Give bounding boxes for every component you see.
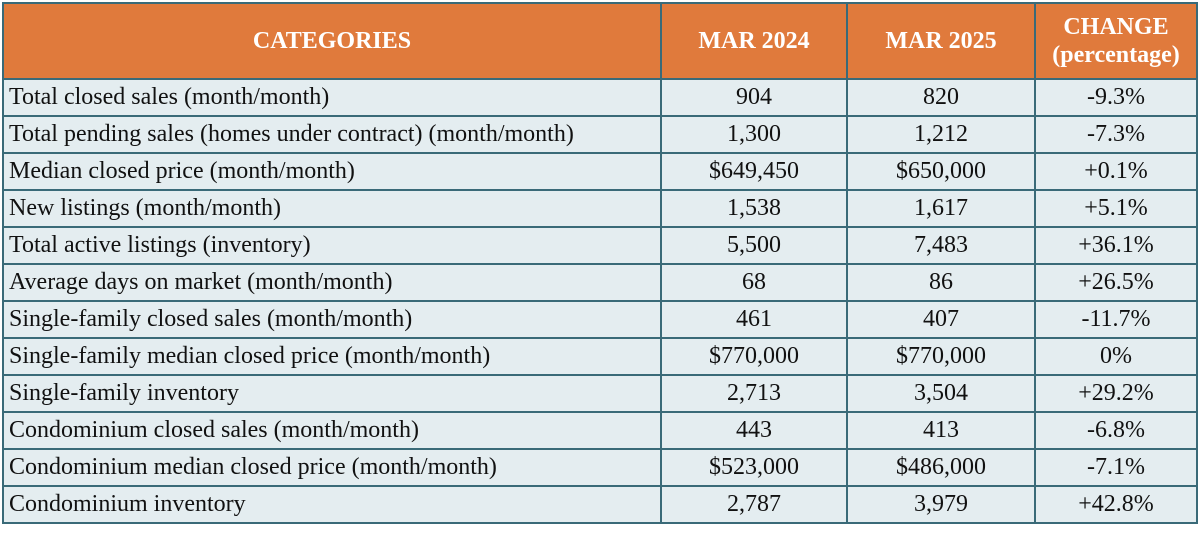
category-cell: Total closed sales (month/month) [2, 78, 662, 117]
table-row: Total active listings (inventory) 5,500 7,… [2, 226, 1198, 265]
header-cell: CATEGORIES [2, 2, 662, 80]
value-cell: 0% [1034, 337, 1198, 376]
category-cell: New listings (month/month) [2, 189, 662, 228]
table-row: Total pending sales (homes under contrac… [2, 115, 1198, 154]
value-cell: 7,483 [846, 226, 1036, 265]
category-cell: Single-family median closed price (month… [2, 337, 662, 376]
value-cell: 461 [660, 300, 848, 339]
value-cell: 1,300 [660, 115, 848, 154]
value-cell: 407 [846, 300, 1036, 339]
value-cell: 3,504 [846, 374, 1036, 413]
category-cell: Condominium closed sales (month/month) [2, 411, 662, 450]
table-row: Total closed sales (month/month) 904 820 -9… [2, 78, 1198, 117]
value-cell: 3,979 [846, 485, 1036, 524]
category-cell: Condominium median closed price (month/m… [2, 448, 662, 487]
category-cell: Condominium inventory [2, 485, 662, 524]
table-row: Condominium inventory 2,787 3,979 +42.8% [2, 485, 1198, 524]
value-cell: -7.3% [1034, 115, 1198, 154]
value-cell: $770,000 [660, 337, 848, 376]
value-cell: +0.1% [1034, 152, 1198, 191]
header-row: CATEGORIES MAR 2024 MAR 2025 CHANGE (percen… [2, 2, 1198, 80]
header-cell: MAR 2025 [846, 2, 1036, 80]
table-body: Total closed sales (month/month) 904 820 -9… [2, 78, 1198, 524]
header-cell: CHANGE (percentage) [1034, 2, 1198, 80]
table-row: New listings (month/month) 1,538 1,617 +5.1… [2, 189, 1198, 228]
category-cell: Average days on market (month/month) [2, 263, 662, 302]
value-cell: 413 [846, 411, 1036, 450]
value-cell: 820 [846, 78, 1036, 117]
category-cell: Single-family closed sales (month/month) [2, 300, 662, 339]
value-cell: +36.1% [1034, 226, 1198, 265]
value-cell: +29.2% [1034, 374, 1198, 413]
value-cell: 1,538 [660, 189, 848, 228]
value-cell: -7.1% [1034, 448, 1198, 487]
value-cell: 1,617 [846, 189, 1036, 228]
value-cell: 68 [660, 263, 848, 302]
category-cell: Median closed price (month/month) [2, 152, 662, 191]
value-cell: +42.8% [1034, 485, 1198, 524]
value-cell: -9.3% [1034, 78, 1198, 117]
value-cell: 5,500 [660, 226, 848, 265]
value-cell: -6.8% [1034, 411, 1198, 450]
value-cell: 2,787 [660, 485, 848, 524]
data-table: CATEGORIES MAR 2024 MAR 2025 CHANGE (percen… [2, 2, 1198, 524]
value-cell: -11.7% [1034, 300, 1198, 339]
value-cell: 2,713 [660, 374, 848, 413]
table-row: Single-family inventory 2,713 3,504 +29.2% [2, 374, 1198, 413]
table-row: Average days on market (month/month) 68 86… [2, 263, 1198, 302]
value-cell: +26.5% [1034, 263, 1198, 302]
category-cell: Total pending sales (homes under contrac… [2, 115, 662, 154]
value-cell: 1,212 [846, 115, 1036, 154]
value-cell: $523,000 [660, 448, 848, 487]
table-row: Condominium median closed price (month/m… [2, 448, 1198, 487]
table-row: Single-family closed sales (month/month)… [2, 300, 1198, 339]
value-cell: 86 [846, 263, 1036, 302]
value-cell: 904 [660, 78, 848, 117]
value-cell: +5.1% [1034, 189, 1198, 228]
table-row: Median closed price (month/month) $649,45… [2, 152, 1198, 191]
category-cell: Single-family inventory [2, 374, 662, 413]
value-cell: $649,450 [660, 152, 848, 191]
value-cell: $770,000 [846, 337, 1036, 376]
table-row: Condominium closed sales (month/month) 44… [2, 411, 1198, 450]
category-cell: Total active listings (inventory) [2, 226, 662, 265]
value-cell: 443 [660, 411, 848, 450]
table-row: Single-family median closed price (month… [2, 337, 1198, 376]
value-cell: $650,000 [846, 152, 1036, 191]
header-cell: MAR 2024 [660, 2, 848, 80]
value-cell: $486,000 [846, 448, 1036, 487]
